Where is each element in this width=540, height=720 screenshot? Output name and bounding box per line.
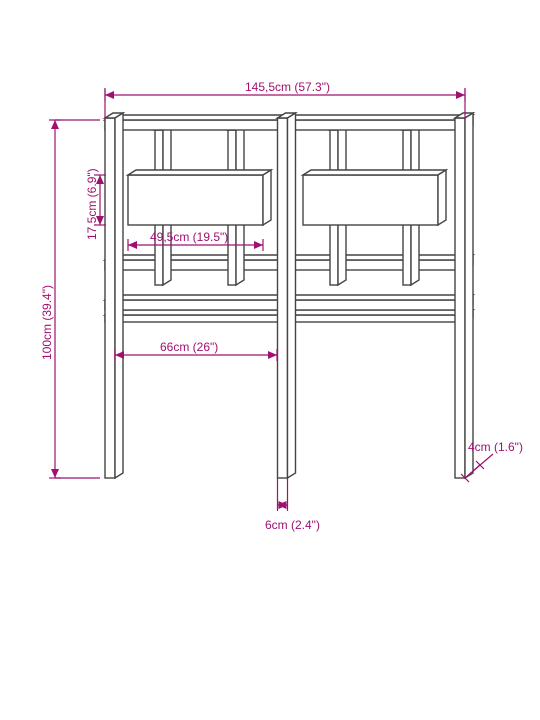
dim-panel-w-label: 49,5cm (19.5") [150, 230, 228, 244]
dim-depth-label: 4cm (1.6") [468, 440, 523, 454]
diagram-stage: 145,5cm (57.3") 100cm (39.4") 17,5cm (6.… [0, 0, 540, 720]
dim-post-w-label: 6cm (2.4") [265, 518, 320, 532]
dim-top-width-label: 145,5cm (57.3") [245, 80, 330, 94]
left-post [105, 118, 115, 478]
dim-panel-h-label: 17,5cm (6.9") [85, 168, 99, 240]
right-post [455, 118, 465, 478]
dim-inner-w-label: 66cm (26") [160, 340, 218, 354]
diagram-svg [0, 0, 540, 720]
dim-height-label: 100cm (39.4") [40, 285, 54, 360]
mid-post [278, 118, 288, 478]
panel-left [128, 175, 263, 225]
panel-right [303, 175, 438, 225]
